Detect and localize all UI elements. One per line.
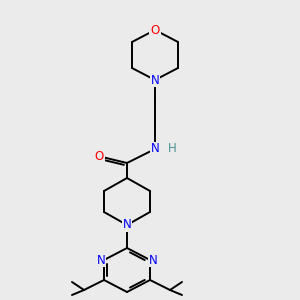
Text: N: N — [151, 142, 159, 155]
Text: H: H — [168, 142, 176, 155]
Text: N: N — [151, 74, 159, 86]
Text: O: O — [94, 151, 103, 164]
Text: N: N — [97, 254, 105, 266]
Text: N: N — [123, 218, 131, 232]
Text: N: N — [148, 254, 158, 266]
Text: O: O — [150, 23, 160, 37]
